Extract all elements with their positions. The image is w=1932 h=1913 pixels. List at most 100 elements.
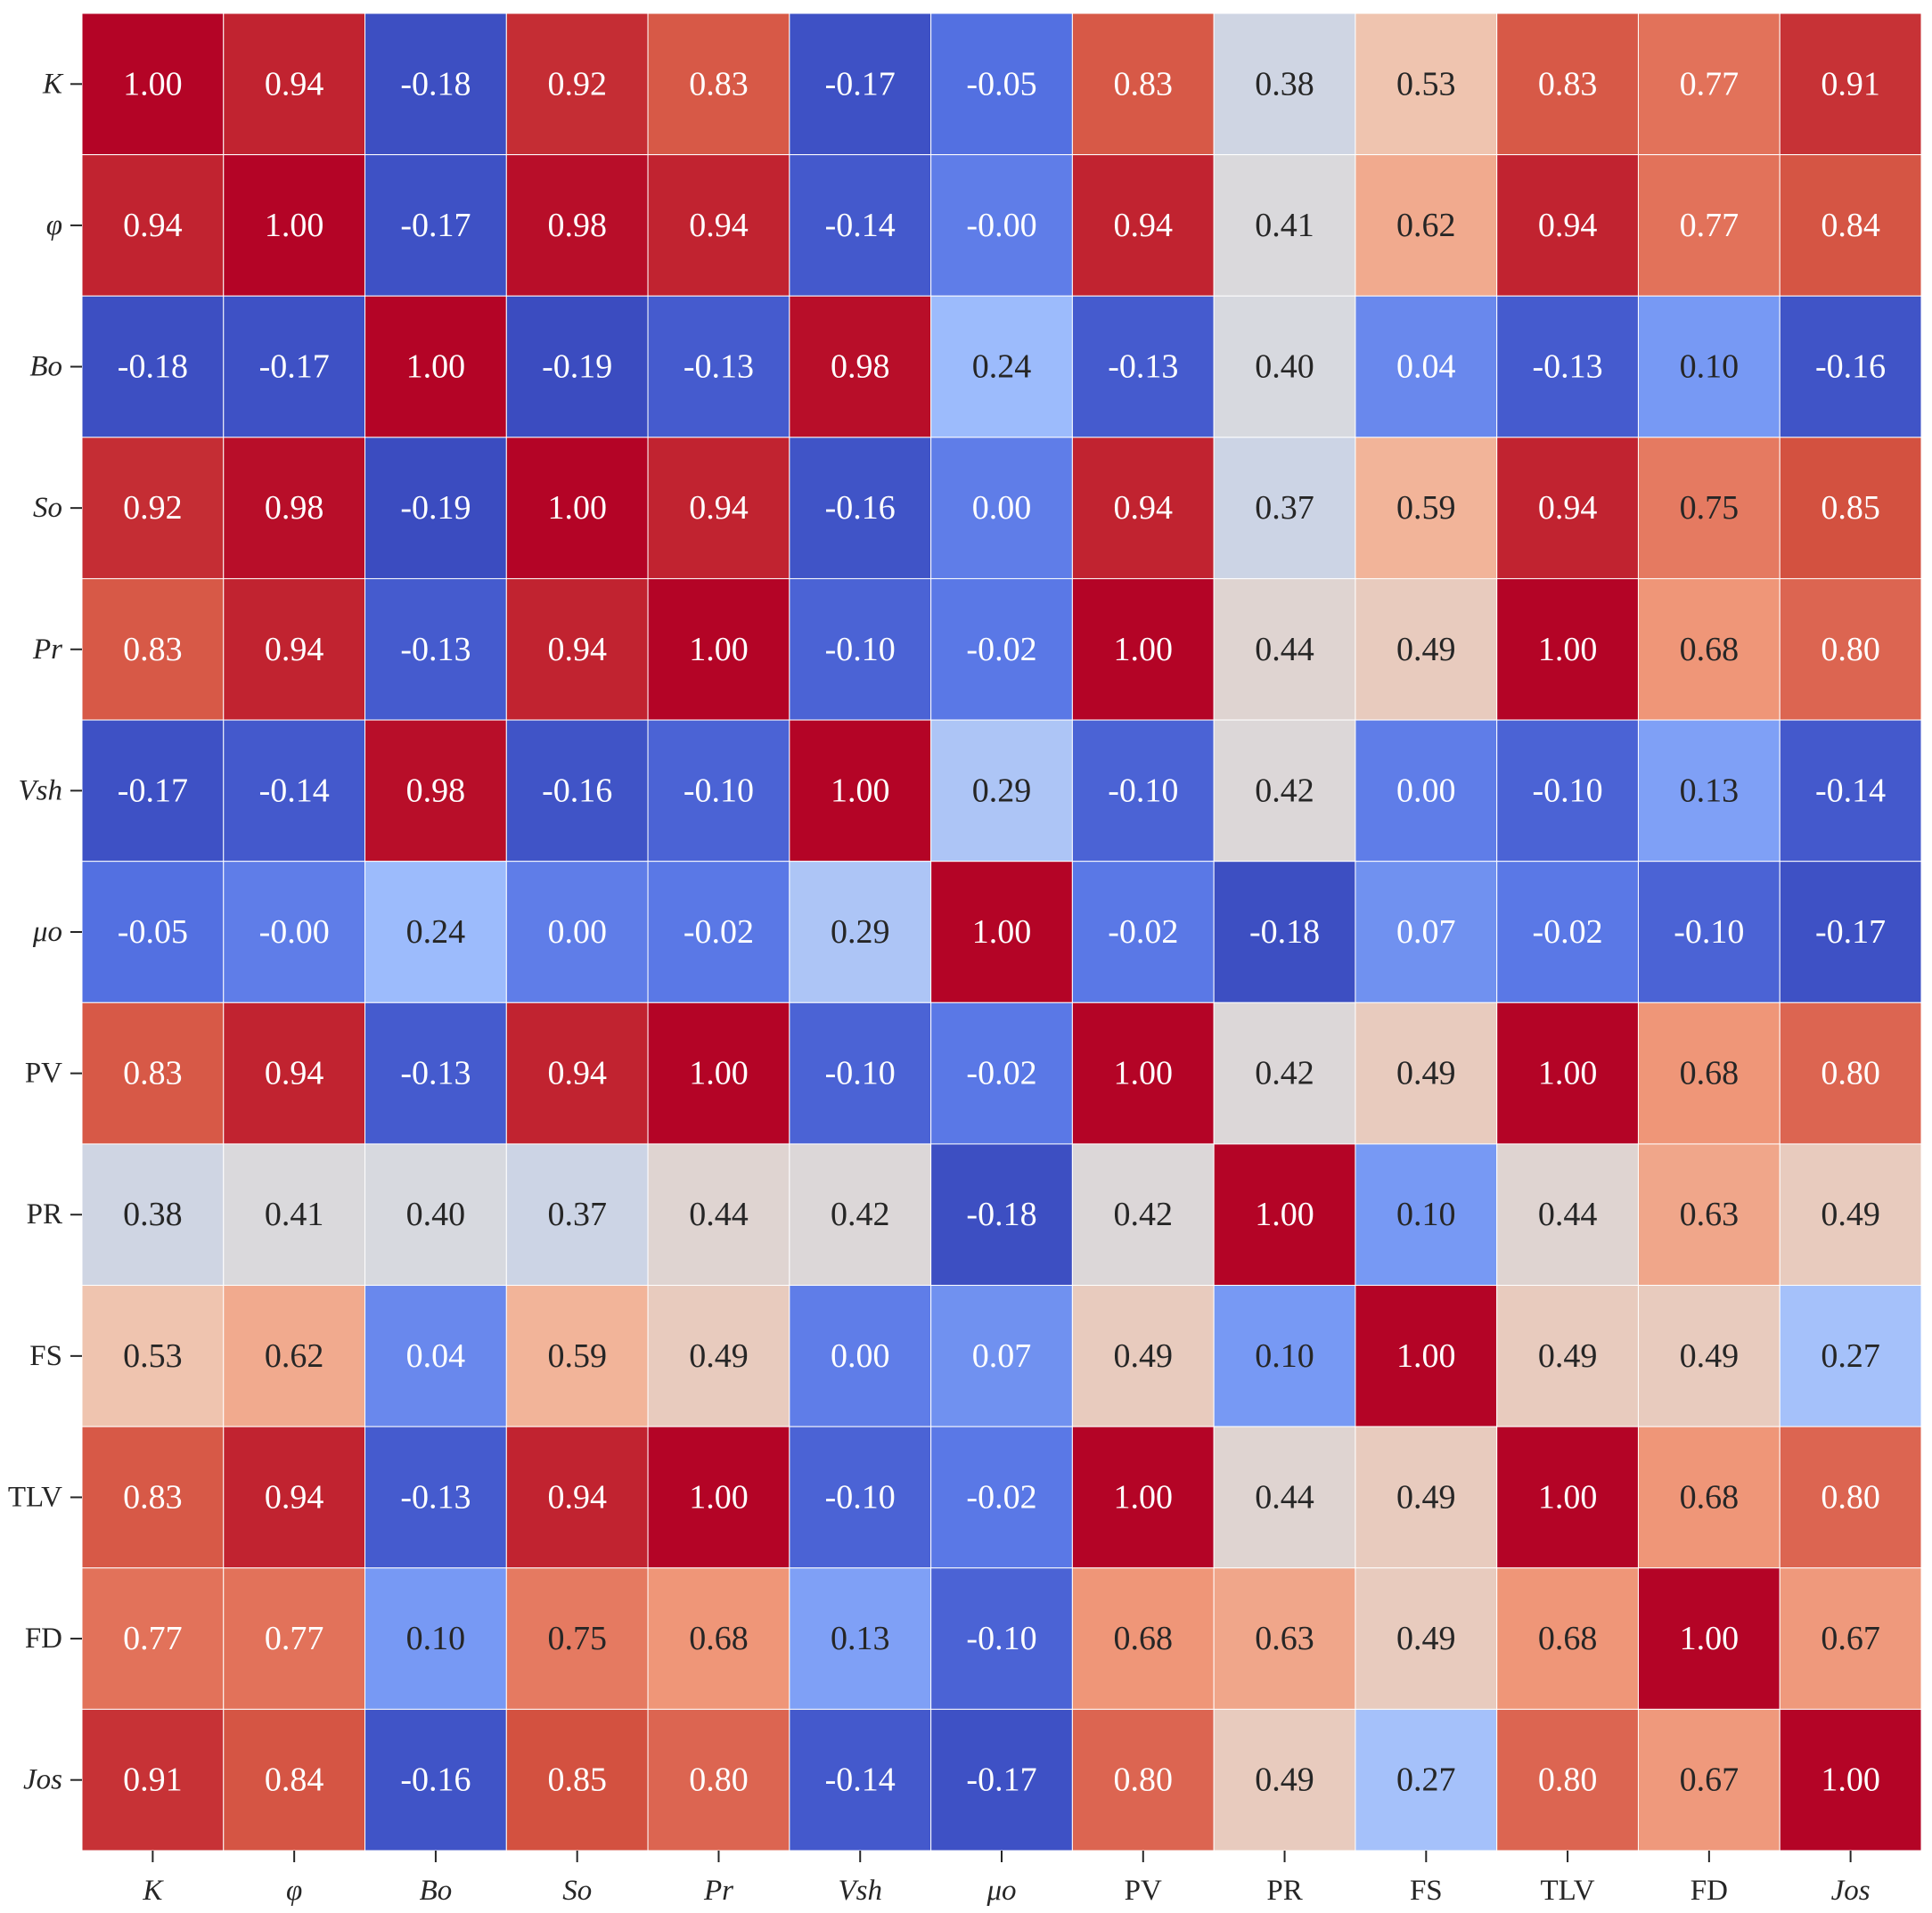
heatmap-cell-value: 1.00 — [547, 489, 607, 527]
heatmap-cell — [1213, 1708, 1356, 1852]
heatmap-cell — [1071, 1567, 1215, 1710]
heatmap-cell — [81, 861, 225, 1003]
heatmap-cell-value: 0.67 — [1680, 1762, 1740, 1799]
heatmap-cell-value: 0.44 — [1538, 1196, 1598, 1233]
heatmap-cell — [223, 1426, 366, 1569]
y-tick-label: Pr — [32, 634, 62, 666]
heatmap-cell-value: -0.14 — [1815, 772, 1886, 809]
heatmap-cell — [1355, 1708, 1498, 1852]
heatmap-cell-value: 0.00 — [1396, 772, 1456, 809]
heatmap-cell — [81, 1143, 225, 1287]
heatmap-cell-value: 0.83 — [123, 1055, 183, 1092]
heatmap-cell-value: 0.40 — [406, 1196, 466, 1233]
heatmap-cell-value: 0.00 — [547, 913, 607, 951]
heatmap-cell-value: -0.16 — [825, 489, 896, 527]
heatmap-cell — [1779, 154, 1922, 297]
heatmap-cell-value: -0.18 — [1249, 913, 1320, 951]
heatmap-cell — [1071, 437, 1215, 579]
heatmap-cell — [1637, 1001, 1781, 1145]
heatmap-cell — [223, 1708, 366, 1852]
heatmap-cell-value: -0.10 — [966, 1620, 1036, 1657]
heatmap-cell — [1071, 719, 1215, 862]
heatmap-cell — [223, 154, 366, 297]
heatmap-cell-value: 0.44 — [689, 1196, 749, 1233]
heatmap-cell — [1496, 1567, 1639, 1710]
heatmap-cell-value: 0.94 — [547, 631, 607, 668]
heatmap-cells — [81, 12, 1922, 1852]
heatmap-cell-value: 0.10 — [1255, 1337, 1314, 1375]
heatmap-cell — [505, 1567, 649, 1710]
x-tick-label: FD — [1690, 1875, 1728, 1907]
heatmap-cell — [1779, 719, 1922, 862]
heatmap-cell — [1355, 1285, 1498, 1427]
heatmap-cell-value: 0.94 — [1114, 489, 1174, 527]
heatmap-cell-values: 1.00 0.94 -0.18 0.92 0.83 -0.17 -0.05 0.83 0.38 0… — [118, 65, 1886, 1798]
heatmap-cell-value: 0.83 — [123, 1478, 183, 1516]
heatmap-cell — [789, 1285, 932, 1427]
y-axis: Kφ Bo So Pr Vsh μo PV PR FS TLV FD Jos — [8, 68, 82, 1796]
heatmap-cell-value: 0.85 — [547, 1762, 607, 1799]
heatmap-cell — [1213, 1143, 1356, 1287]
heatmap-cell-value: -0.02 — [966, 1055, 1036, 1092]
heatmap-cell-value: 0.49 — [1680, 1337, 1740, 1375]
heatmap-cell-value: -0.19 — [542, 348, 612, 386]
heatmap-cell-value: 0.68 — [1680, 631, 1740, 668]
heatmap-cell-value: -0.18 — [118, 348, 188, 386]
heatmap-cell — [364, 154, 507, 297]
heatmap-cell-value: 0.94 — [1538, 207, 1598, 244]
heatmap-cell — [1071, 861, 1215, 1003]
heatmap-cell-value: 1.00 — [1680, 1620, 1740, 1657]
heatmap-cell-value: 0.49 — [689, 1337, 749, 1375]
heatmap-cell-value: 0.49 — [1538, 1337, 1598, 1375]
heatmap-cell — [81, 719, 225, 862]
heatmap-cell — [364, 1143, 507, 1287]
heatmap-cell — [1637, 12, 1781, 156]
heatmap-cell-value: 0.91 — [1821, 65, 1880, 102]
heatmap-cell-value: 0.10 — [1396, 1196, 1456, 1233]
heatmap-cell-value: -0.17 — [400, 207, 471, 244]
x-tick-label: PR — [1266, 1875, 1302, 1907]
heatmap-cell — [1355, 437, 1498, 579]
heatmap-cell-value: 0.38 — [1255, 65, 1314, 102]
heatmap-cell — [1071, 154, 1215, 297]
heatmap-cell-value: 0.04 — [1396, 348, 1456, 386]
heatmap-cell — [364, 1567, 507, 1710]
heatmap-cell — [1637, 1426, 1781, 1569]
heatmap-cell-value: 1.00 — [689, 631, 749, 668]
heatmap-cell-value: 0.92 — [547, 65, 607, 102]
heatmap-cell-value: 0.44 — [1255, 1478, 1314, 1516]
heatmap-cell-value: -0.10 — [1108, 772, 1178, 809]
x-tick-label: PV — [1125, 1875, 1162, 1907]
heatmap-cell-value: 0.42 — [831, 1196, 890, 1233]
heatmap-cell-value: 1.00 — [1114, 631, 1174, 668]
heatmap-cell-value: 0.84 — [1821, 207, 1880, 244]
heatmap-cell — [1213, 154, 1356, 297]
heatmap-cell — [81, 12, 225, 156]
heatmap-cell-value: -0.13 — [400, 631, 471, 668]
heatmap-cell-value: -0.13 — [1108, 348, 1178, 386]
heatmap-cell-value: 1.00 — [1538, 1055, 1598, 1092]
heatmap-cell-value: 0.44 — [1255, 631, 1314, 668]
heatmap-cell-value: 1.00 — [1538, 1478, 1598, 1516]
y-tick-label: φ — [46, 209, 62, 241]
heatmap-cell-value: 1.00 — [1114, 1478, 1174, 1516]
heatmap-cell — [81, 1567, 225, 1710]
heatmap-cell-value: 0.49 — [1396, 1055, 1456, 1092]
heatmap-cell-value: 0.37 — [547, 1196, 607, 1233]
heatmap-cell — [505, 154, 649, 297]
heatmap-cell-value: -0.10 — [825, 1478, 896, 1516]
x-tick-label: Vsh — [838, 1875, 882, 1907]
heatmap-cell-value: 1.00 — [1114, 1055, 1174, 1092]
heatmap-cell — [1779, 1426, 1922, 1569]
heatmap-cell — [1779, 295, 1922, 438]
heatmap-cell — [1637, 1708, 1781, 1852]
heatmap-cell — [1496, 861, 1639, 1003]
heatmap-cell-value: 0.27 — [1821, 1337, 1880, 1375]
heatmap-cell — [1637, 1285, 1781, 1427]
heatmap-cell-value: 0.67 — [1821, 1620, 1880, 1657]
heatmap-cell-value: -0.16 — [400, 1762, 471, 1799]
heatmap-cell-value: 0.98 — [547, 207, 607, 244]
heatmap-cell — [1355, 12, 1498, 156]
heatmap-cell-value: -0.10 — [825, 631, 896, 668]
heatmap-cell — [81, 1708, 225, 1852]
